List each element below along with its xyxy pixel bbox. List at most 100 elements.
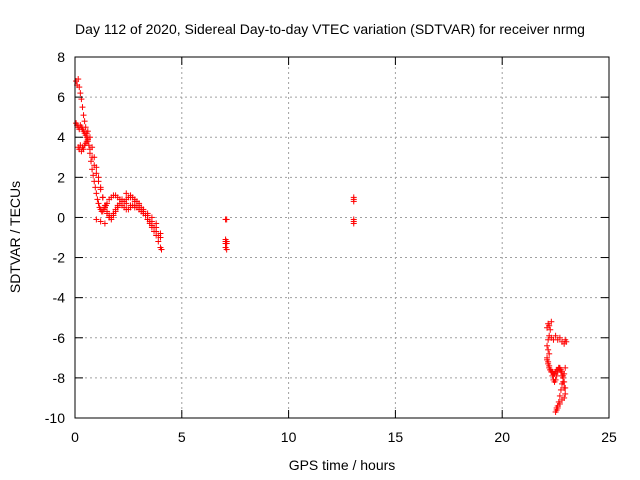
data-point xyxy=(114,204,121,211)
y-tick-label: 0 xyxy=(57,209,65,225)
data-point xyxy=(544,356,551,363)
data-point xyxy=(91,154,98,161)
data-point xyxy=(560,372,567,379)
y-tick-label: -4 xyxy=(53,290,66,306)
data-point xyxy=(546,322,553,329)
data-point xyxy=(93,216,100,223)
data-point xyxy=(556,334,563,341)
data-point xyxy=(561,394,568,401)
data-point xyxy=(92,184,99,191)
data-point xyxy=(93,190,100,197)
data-point xyxy=(155,238,162,245)
data-point xyxy=(556,400,563,407)
data-point xyxy=(546,350,553,357)
data-point xyxy=(144,210,151,217)
data-point xyxy=(223,216,230,223)
data-point xyxy=(81,118,88,125)
data-point xyxy=(350,196,357,203)
data-point xyxy=(80,112,87,119)
data-point xyxy=(80,146,87,153)
data-point xyxy=(561,378,568,385)
data-point xyxy=(76,84,83,91)
data-point xyxy=(559,368,566,375)
data-point xyxy=(75,76,82,83)
data-point xyxy=(112,208,119,215)
data-point xyxy=(545,360,552,367)
data-point xyxy=(544,342,551,349)
y-tick-label: 4 xyxy=(57,129,65,145)
data-point xyxy=(547,326,554,333)
data-point xyxy=(79,104,86,111)
data-point xyxy=(153,228,160,235)
chart-title: Day 112 of 2020, Sidereal Day-to-day VTE… xyxy=(75,21,585,37)
data-point xyxy=(123,200,130,207)
data-point xyxy=(545,336,552,343)
data-point xyxy=(77,90,84,97)
data-point xyxy=(95,174,102,181)
data-point xyxy=(350,220,357,227)
y-tick-label: 8 xyxy=(57,49,65,65)
data-points xyxy=(73,76,570,415)
y-tick-label: 6 xyxy=(57,89,65,105)
data-point xyxy=(223,246,230,253)
data-point xyxy=(136,202,143,209)
data-point xyxy=(157,234,164,241)
data-point xyxy=(95,200,102,207)
data-point xyxy=(552,332,559,339)
data-point xyxy=(101,204,108,211)
data-point xyxy=(148,214,155,221)
data-point xyxy=(153,220,160,227)
data-point xyxy=(93,164,100,171)
data-point xyxy=(131,198,138,205)
data-point xyxy=(557,386,564,393)
data-point xyxy=(548,318,555,325)
data-point xyxy=(89,144,96,151)
x-tick-label: 10 xyxy=(281,429,297,445)
y-tick-label: 2 xyxy=(57,169,65,185)
data-point xyxy=(110,212,117,219)
data-point xyxy=(108,216,115,223)
data-point xyxy=(556,392,563,399)
data-point xyxy=(223,240,230,247)
y-axis-label: SDTVAR / TECUs xyxy=(7,181,23,293)
data-point xyxy=(550,376,557,383)
plot-frame xyxy=(74,56,610,419)
data-point xyxy=(94,196,101,203)
data-point xyxy=(552,408,559,415)
data-point xyxy=(101,220,108,227)
data-point xyxy=(86,134,93,141)
data-point xyxy=(562,384,569,391)
x-tick-label: 20 xyxy=(494,429,510,445)
data-point xyxy=(123,190,130,197)
data-point xyxy=(562,364,569,371)
data-point xyxy=(562,390,569,397)
data-point xyxy=(140,206,147,213)
grid-lines xyxy=(75,57,609,418)
y-tick-label: -8 xyxy=(53,370,66,386)
data-point xyxy=(89,166,96,173)
x-tick-label: 25 xyxy=(601,429,617,445)
data-point xyxy=(118,196,125,203)
data-point xyxy=(93,170,100,177)
data-point xyxy=(84,128,91,135)
data-point xyxy=(97,218,104,225)
data-point xyxy=(146,218,153,225)
x-tick-label: 15 xyxy=(388,429,404,445)
data-point xyxy=(151,224,158,231)
data-point xyxy=(563,338,570,345)
data-point xyxy=(158,246,165,253)
x-axis-label: GPS time / hours xyxy=(289,457,396,473)
data-point xyxy=(97,184,104,191)
y-tick-label: -6 xyxy=(53,330,66,346)
x-tick-label: 5 xyxy=(178,429,186,445)
data-point xyxy=(90,172,97,179)
data-point xyxy=(545,346,552,353)
axis-ticks: 0 5 10 15 20 25 -10 -8 -6 -4 -2 0 2 4 6 8 xyxy=(45,49,617,445)
data-point xyxy=(127,194,134,201)
data-point xyxy=(99,194,106,201)
y-tick-label: -10 xyxy=(45,410,65,426)
x-tick-label: 0 xyxy=(71,429,79,445)
data-point xyxy=(88,158,95,165)
y-tick-label: -2 xyxy=(53,250,66,266)
